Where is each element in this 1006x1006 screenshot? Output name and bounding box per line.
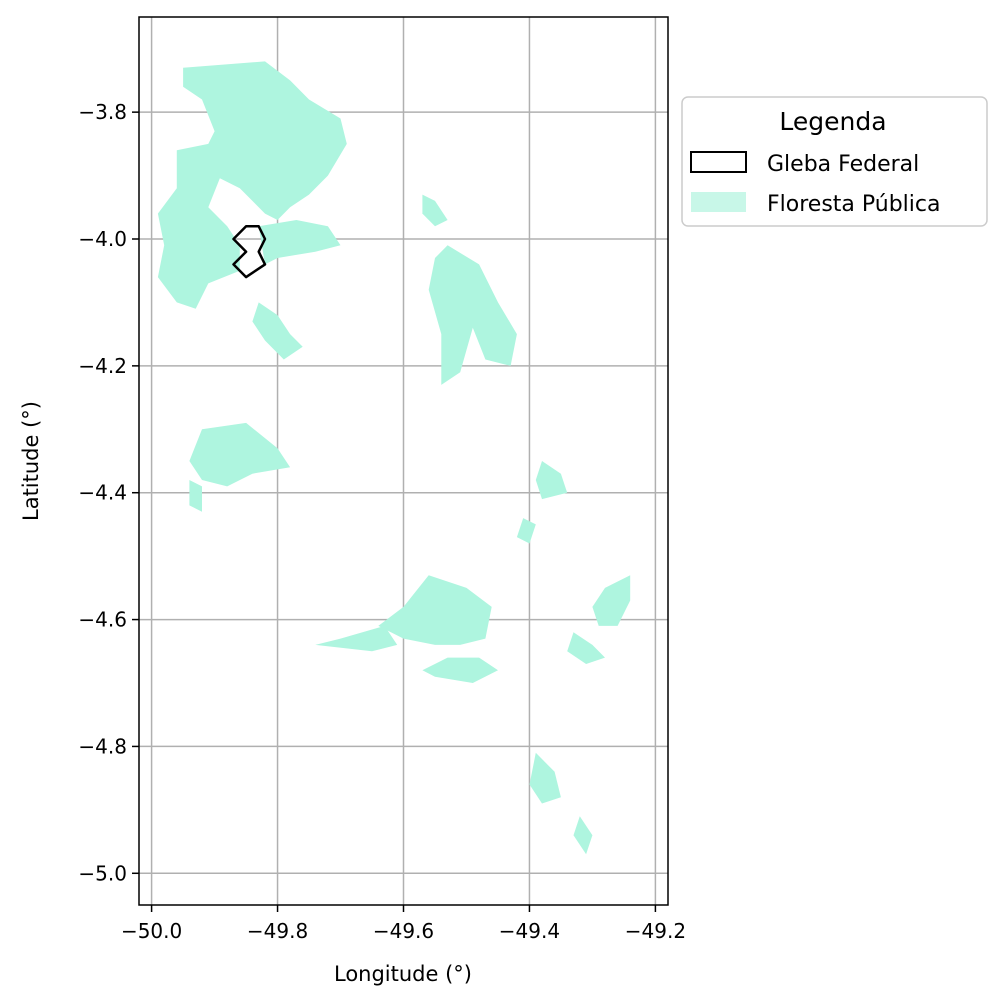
floresta-publica-polygon (422, 657, 498, 683)
floresta-publica-polygon (157, 143, 240, 309)
legend-swatch-floresta-publica (691, 192, 746, 212)
y-tick-label: −4.8 (78, 734, 127, 758)
x-tick-label: −49.8 (247, 919, 308, 943)
floresta-publica-polygon (189, 422, 291, 487)
legend: Legenda Gleba Federal Floresta Pública (681, 96, 988, 227)
floresta-publica-polygon (516, 518, 536, 544)
gleba-federal-polygon (232, 225, 267, 279)
x-tick-label: −49.2 (625, 919, 686, 943)
gleba-federal-layer (232, 225, 267, 279)
legend-box (681, 96, 988, 227)
x-tick-label: −49.4 (499, 919, 560, 943)
floresta-publica-polygon (567, 632, 605, 664)
floresta-publica-polygon (422, 194, 448, 227)
floresta-publica-polygon (252, 302, 303, 360)
legend-label-floresta-publica: Floresta Pública (767, 192, 940, 217)
floresta-publica-polygon (535, 461, 568, 500)
x-tick-label: −49.6 (373, 919, 434, 943)
floresta-publica-polygon (428, 245, 517, 385)
floresta-publica-polygon (315, 625, 398, 652)
legend-swatch-gleba-federal (690, 151, 747, 173)
floresta-publica-layer (157, 61, 631, 855)
y-tick-label: −4.4 (78, 481, 127, 505)
x-tick-label: −50.0 (121, 919, 182, 943)
legend-label-gleba-federal: Gleba Federal (767, 152, 919, 177)
floresta-publica-polygon (573, 816, 593, 855)
floresta-publica-polygon (378, 575, 492, 645)
floresta-publica-polygon (592, 575, 631, 626)
y-tick-label: −4.0 (78, 227, 127, 251)
y-tick-label: −4.6 (78, 608, 127, 632)
floresta-publica-polygon (183, 61, 347, 221)
y-tick-label: −3.8 (78, 100, 127, 124)
floresta-publica-polygon (258, 220, 341, 265)
legend-title: Legenda (779, 107, 886, 136)
y-axis-title: Latitude (°) (19, 401, 43, 521)
x-axis-title: Longitude (°) (334, 962, 472, 986)
y-tick-label: −5.0 (78, 861, 127, 885)
y-tick-label: −4.2 (78, 354, 127, 378)
axis-ticks: −50.0 −49.8 −49.6 −49.4 −49.2 −3.8 −4.0 −4.2 −4.… (78, 100, 686, 943)
floresta-publica-polygon (189, 480, 202, 512)
floresta-publica-polygon (529, 752, 561, 804)
